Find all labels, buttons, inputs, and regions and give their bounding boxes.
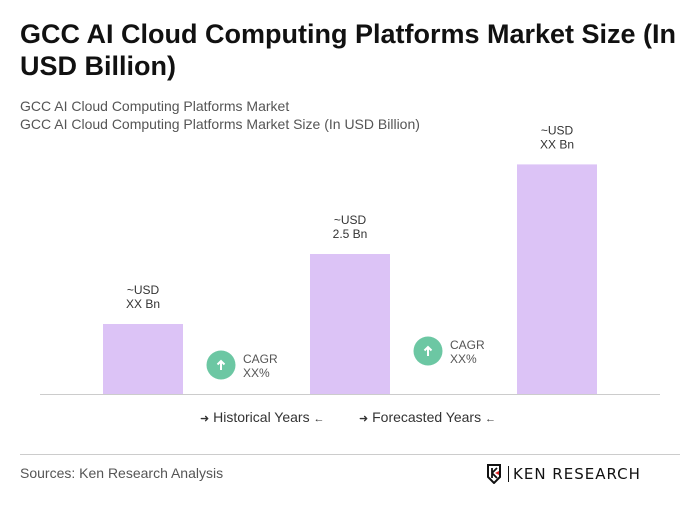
legend-forecasted: ➜ Forecasted Years ←: [359, 409, 496, 425]
footer-divider: [20, 454, 680, 455]
data-label: ~USD: [541, 123, 574, 137]
data-label: XX Bn: [540, 137, 574, 151]
bar: [310, 254, 390, 394]
data-label: ~USD: [127, 283, 160, 297]
logo-text: KEN RESEARCH: [513, 465, 641, 483]
cagr-label: CAGR: [243, 352, 278, 366]
ken-logo-icon: [487, 464, 501, 484]
sources-text: Sources: Ken Research Analysis: [20, 465, 224, 481]
bar: [517, 164, 597, 394]
arrow-right-icon: ➜: [359, 413, 369, 425]
data-label: 2.5 Bn: [333, 227, 368, 241]
cagr-label: XX%: [450, 352, 477, 366]
chart-subtitle: GCC AI Cloud Computing Platforms Market: [20, 98, 290, 114]
arrow-right-icon: ➜: [200, 413, 210, 425]
arrow-up-icon: [423, 345, 433, 356]
legend-historical: ➜ Historical Years ←: [200, 409, 325, 425]
cagr-label: XX%: [243, 366, 270, 380]
data-label: ~USD: [334, 213, 367, 227]
chart-subtitle-units: GCC AI Cloud Computing Platforms Market …: [20, 116, 420, 132]
cagr-label: CAGR: [450, 338, 485, 352]
legend-historical-label: Historical Years: [213, 409, 310, 425]
page-title: GCC AI Cloud Computing Platforms Market …: [20, 19, 677, 81]
arrow-left-icon: ←: [313, 413, 325, 425]
arrow-left-icon: ←: [484, 413, 496, 425]
bar: [103, 324, 183, 394]
data-label: XX Bn: [126, 297, 160, 311]
arrow-up-icon: [216, 359, 226, 370]
legend-forecasted-label: Forecasted Years: [372, 409, 482, 425]
ken-research-logo: KEN RESEARCH: [486, 464, 641, 484]
